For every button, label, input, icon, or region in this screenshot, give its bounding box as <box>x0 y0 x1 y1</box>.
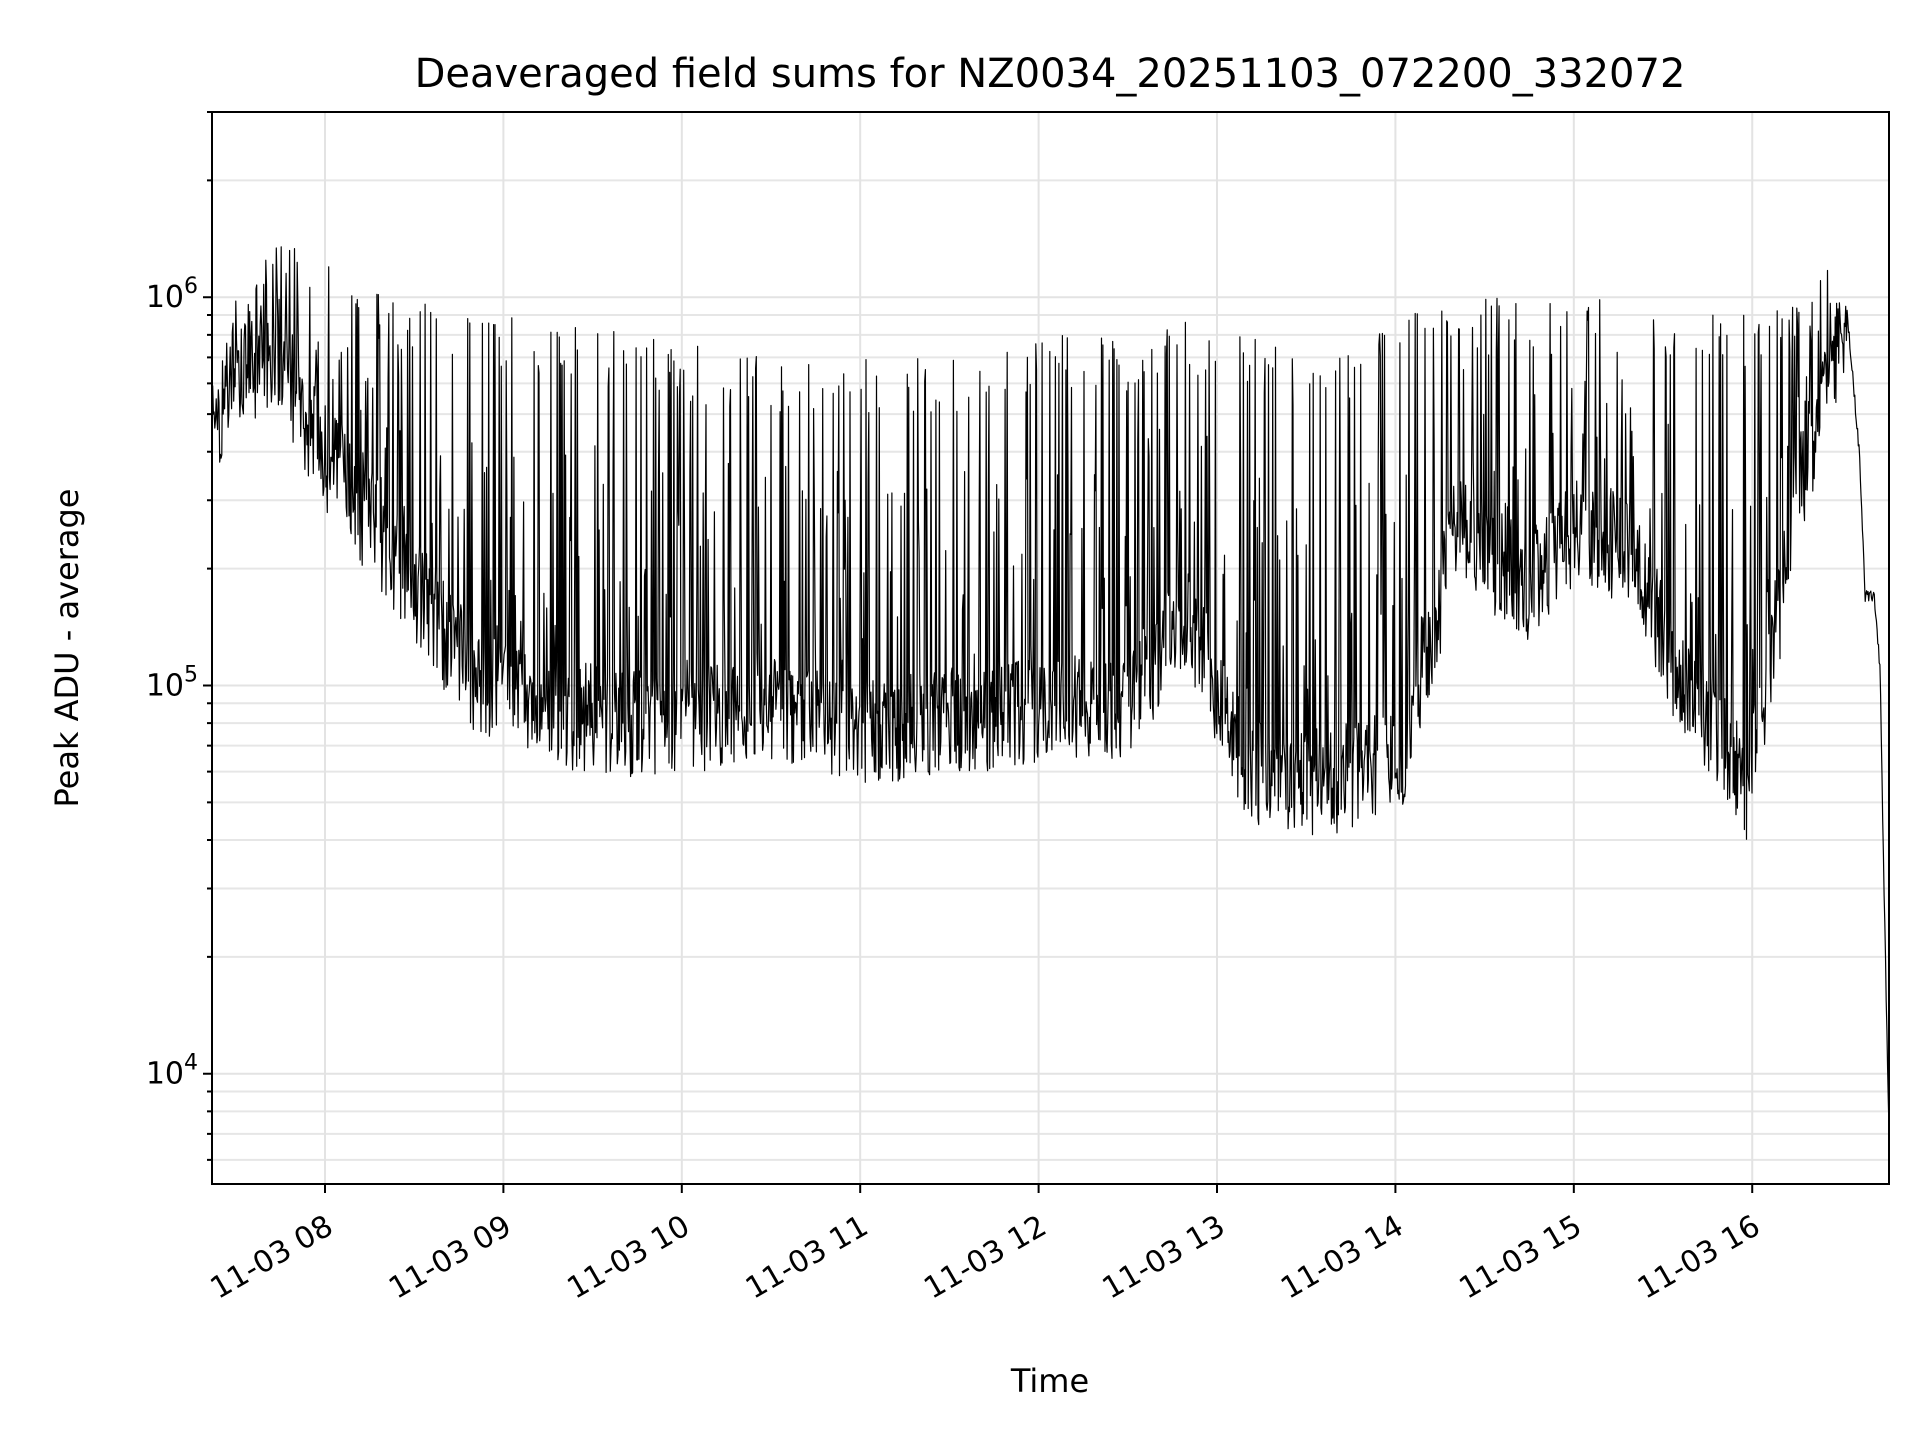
chart-title: Deaveraged field sums for NZ0034_2025110… <box>415 51 1686 97</box>
y-axis-label: Peak ADU - average <box>48 489 86 808</box>
y-tick-label: 105 <box>146 662 198 703</box>
plot-frame <box>211 111 1890 1185</box>
series-line <box>211 246 1890 1131</box>
y-tick-label: 106 <box>146 274 198 315</box>
y-tick-label: 104 <box>146 1051 198 1092</box>
series-layer <box>211 246 1890 1131</box>
x-axis-label: Time <box>1010 1362 1089 1400</box>
